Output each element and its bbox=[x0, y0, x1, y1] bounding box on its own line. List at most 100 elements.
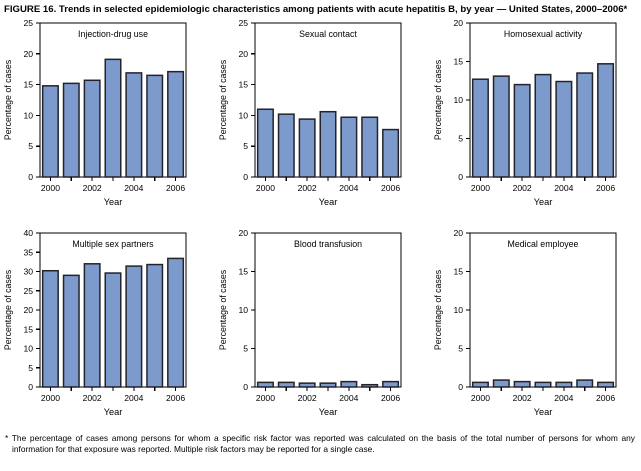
bar-2000 bbox=[41, 269, 59, 388]
bar-2001 bbox=[277, 113, 295, 178]
x-tick-label: 2004 bbox=[339, 393, 358, 403]
x-tick-label: 2004 bbox=[124, 183, 143, 193]
y-tick-label: 15 bbox=[238, 80, 248, 90]
figure-footnote: * The percentage of cases among persons … bbox=[5, 433, 635, 454]
y-tick-label: 15 bbox=[453, 267, 463, 277]
y-tick-label: 25 bbox=[23, 286, 33, 296]
y-tick-label: 10 bbox=[23, 344, 33, 354]
charts-grid: 0 5 10 15 20 25 2000 2002 2004 2006 Injection-drug… bbox=[0, 18, 641, 428]
y-axis-label: Percentage of cases bbox=[3, 59, 13, 140]
y-tick-label: 30 bbox=[23, 267, 33, 277]
bar-2005 bbox=[576, 72, 594, 178]
bar-2002 bbox=[298, 382, 316, 388]
x-tick-label: 2004 bbox=[554, 393, 573, 403]
x-tick-label: 2006 bbox=[596, 183, 615, 193]
x-tick-label: 2002 bbox=[83, 183, 102, 193]
bar-2000 bbox=[471, 381, 489, 388]
x-axis-label: Year bbox=[104, 197, 123, 207]
bar-2000 bbox=[256, 381, 274, 388]
subplot-title: Medical employee bbox=[508, 239, 579, 249]
bar-2006 bbox=[597, 381, 615, 388]
y-tick-label: 10 bbox=[453, 95, 463, 105]
x-axis-label: Year bbox=[104, 407, 123, 417]
bar-2003 bbox=[319, 110, 337, 178]
bar-2006 bbox=[167, 70, 185, 178]
x-tick-label: 2006 bbox=[381, 183, 400, 193]
y-tick-label: 0 bbox=[28, 382, 33, 392]
subplot-title: Blood transfusion bbox=[294, 239, 362, 249]
x-tick-label: 2006 bbox=[596, 393, 615, 403]
y-tick-label: 5 bbox=[458, 134, 463, 144]
plot-box bbox=[254, 232, 402, 388]
x-tick-label: 2004 bbox=[339, 183, 358, 193]
y-axis-label: Percentage of cases bbox=[3, 269, 13, 350]
bar-2003 bbox=[319, 382, 337, 388]
bar-2002 bbox=[513, 380, 531, 388]
bar-2004 bbox=[555, 381, 573, 388]
bar-2001 bbox=[492, 379, 510, 388]
y-tick-label: 0 bbox=[28, 172, 33, 182]
y-tick-label: 15 bbox=[238, 267, 248, 277]
subplot-multiple-sex-partners: 0 5 10 15 20 25 30 35 40 2000 2002 2004 2006 Multiple… bbox=[0, 228, 213, 428]
bar-2004 bbox=[125, 72, 143, 178]
bar-2006 bbox=[167, 257, 185, 388]
subplot-blood-transfusion: 0 5 10 15 20 2000 2002 2004 2006 Blood transfusio… bbox=[215, 228, 428, 428]
bar-2005 bbox=[146, 74, 164, 178]
y-tick-label: 0 bbox=[458, 382, 463, 392]
bar-2005 bbox=[576, 379, 594, 388]
y-tick-label: 10 bbox=[453, 305, 463, 315]
bar-2003 bbox=[534, 73, 552, 178]
chart-sexual-contact: 0 5 10 15 20 25 2000 2002 2004 2006 Sexual contact… bbox=[218, 18, 402, 207]
chart-medical-employee: 0 5 10 15 20 2000 2002 2004 2006 Medical employee… bbox=[433, 228, 617, 417]
bar-2005 bbox=[361, 116, 379, 178]
y-axis-label: Percentage of cases bbox=[218, 269, 228, 350]
y-tick-label: 10 bbox=[238, 305, 248, 315]
y-axis-label: Percentage of cases bbox=[218, 59, 228, 140]
y-tick-label: 15 bbox=[23, 80, 33, 90]
subplot-sexual-contact: 0 5 10 15 20 25 2000 2002 2004 2006 Sexual contact… bbox=[215, 18, 428, 218]
x-axis-label: Year bbox=[319, 197, 338, 207]
chart-blood-transfusion: 0 5 10 15 20 2000 2002 2004 2006 Blood transfusio… bbox=[218, 228, 402, 417]
x-tick-label: 2006 bbox=[166, 393, 185, 403]
x-tick-label: 2006 bbox=[166, 183, 185, 193]
bar-2006 bbox=[597, 63, 615, 178]
x-tick-label: 2002 bbox=[513, 393, 532, 403]
y-tick-label: 25 bbox=[238, 18, 248, 28]
x-tick-label: 2000 bbox=[471, 183, 490, 193]
x-axis-label: Year bbox=[319, 407, 338, 417]
bar-2001 bbox=[277, 381, 295, 388]
subplot-homosexual-activity: 0 5 10 15 20 2000 2002 2004 2006 Homosexual activ… bbox=[430, 18, 641, 218]
y-tick-label: 5 bbox=[458, 344, 463, 354]
y-tick-label: 10 bbox=[238, 110, 248, 120]
y-tick-label: 20 bbox=[23, 49, 33, 59]
bar-2004 bbox=[340, 116, 358, 178]
x-tick-label: 2002 bbox=[298, 393, 317, 403]
x-tick-label: 2000 bbox=[41, 183, 60, 193]
y-tick-label: 35 bbox=[23, 247, 33, 257]
subplot-title: Sexual contact bbox=[299, 29, 357, 39]
bar-2004 bbox=[340, 380, 358, 388]
x-tick-label: 2000 bbox=[471, 393, 490, 403]
bar-2005 bbox=[146, 263, 164, 388]
bar-2000 bbox=[41, 85, 59, 178]
x-tick-label: 2000 bbox=[256, 183, 275, 193]
bar-2002 bbox=[298, 118, 316, 178]
bar-2002 bbox=[83, 263, 101, 388]
bar-2003 bbox=[104, 272, 122, 388]
bar-2001 bbox=[62, 274, 80, 388]
bar-2006 bbox=[382, 128, 400, 178]
x-tick-label: 2000 bbox=[41, 393, 60, 403]
y-tick-label: 40 bbox=[23, 228, 33, 238]
plot-box bbox=[469, 232, 617, 388]
x-tick-label: 2002 bbox=[298, 183, 317, 193]
x-tick-label: 2000 bbox=[256, 393, 275, 403]
figure-title: FIGURE 16. Trends in selected epidemiolo… bbox=[4, 4, 628, 15]
y-tick-label: 5 bbox=[243, 141, 248, 151]
x-tick-label: 2006 bbox=[381, 393, 400, 403]
x-axis-label: Year bbox=[534, 407, 553, 417]
y-tick-label: 5 bbox=[28, 141, 33, 151]
y-tick-label: 20 bbox=[453, 228, 463, 238]
chart-injection-drug-use: 0 5 10 15 20 25 2000 2002 2004 2006 Injection-drug… bbox=[3, 18, 187, 207]
x-tick-label: 2004 bbox=[124, 393, 143, 403]
chart-homosexual-activity: 0 5 10 15 20 2000 2002 2004 2006 Homosexual activ… bbox=[433, 18, 617, 207]
